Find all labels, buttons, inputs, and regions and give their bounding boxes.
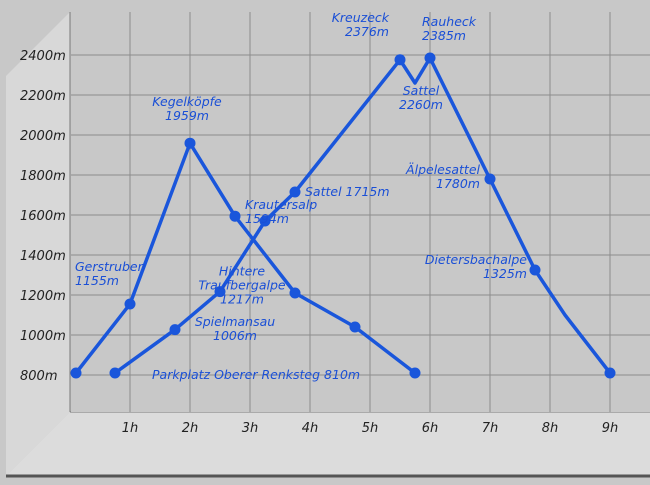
x-tick-label: 8h [542, 421, 559, 436]
point-label-line: 1217m [220, 292, 264, 307]
x-tick-label: 3h [242, 421, 259, 436]
y-tick-label: 1800m [20, 169, 66, 184]
point-label: Parkplatz Oberer Renksteg 810m [152, 367, 360, 382]
x-tick-label: 9h [602, 421, 619, 436]
data-point [259, 215, 271, 227]
point-label: Kegelköpfe 1959m [152, 94, 222, 123]
point-label-line: Hintere [219, 264, 266, 279]
point-label-line: Kreuzeck [332, 10, 390, 25]
point-label-line: 1594m [245, 211, 289, 226]
point-label-line: Rauheck [422, 14, 477, 29]
x-tick-label: 6h [422, 421, 439, 436]
grid [71, 12, 650, 412]
y-tick-label: 1200m [20, 289, 66, 304]
point-label: Hintere Traufbergalpe 1217m [198, 264, 286, 307]
point-label-line: 1325m [483, 266, 527, 281]
point-label: Sattel 1715m [305, 184, 390, 199]
data-point [70, 367, 82, 379]
data-point [289, 287, 301, 299]
point-label: Dietersbachalpe 1325m [425, 252, 527, 281]
point-label-line: Spielmansau [195, 314, 275, 329]
x-tick-label: 5h [362, 421, 379, 436]
point-label: Spielmansau 1006m [195, 314, 275, 343]
point-label-line: Sattel [403, 83, 440, 98]
point-label-line: 2260m [399, 97, 443, 112]
series-line [113, 56, 612, 375]
data-point [529, 264, 541, 276]
data-points [70, 52, 616, 379]
point-label-line: 1006m [213, 328, 257, 343]
data-point [409, 367, 421, 379]
data-point [124, 298, 136, 310]
chart-floor [6, 412, 650, 476]
point-label-line: Traufbergalpe [198, 278, 286, 293]
point-label-line: Dietersbachalpe [425, 252, 527, 267]
point-label-line: Älpelesattel [405, 162, 480, 177]
point-label: Kreuzeck 2376m [332, 10, 390, 39]
data-point [349, 321, 361, 333]
y-tick-label: 2200m [20, 89, 66, 104]
x-tick-label: 2h [182, 421, 199, 436]
data-point [394, 54, 406, 66]
y-tick-label: 2000m [20, 129, 66, 144]
point-label-line: 1959m [165, 108, 209, 123]
x-tick-label: 1h [122, 421, 139, 436]
data-point [229, 210, 241, 222]
y-tick-label: 1000m [20, 329, 66, 344]
data-point [169, 324, 181, 336]
x-tick-label: 7h [482, 421, 499, 436]
data-point [184, 137, 196, 149]
point-label-line: Krautersalp [245, 197, 317, 212]
point-label-line: 1155m [75, 273, 119, 288]
y-tick-label: 1400m [20, 249, 66, 264]
point-label-line: Sattel 1715m [305, 184, 390, 199]
data-point [484, 173, 496, 185]
data-point [214, 286, 226, 298]
point-labels: Gerstruben 1155m Kegelköpfe 1959m Krautersal… [75, 10, 527, 382]
y-tick-label: 2400m [20, 49, 66, 64]
plot-area [71, 12, 650, 412]
x-tick-label: 4h [302, 421, 319, 436]
point-label-line: Kegelköpfe [152, 94, 222, 109]
chart-side-wall [6, 12, 70, 476]
data-point [109, 367, 121, 379]
point-label: Krautersalp 1594m [245, 197, 317, 226]
point-label: Rauheck 2385m [422, 14, 477, 43]
point-label-line: Gerstruben [75, 259, 146, 274]
point-label: Gerstruben 1155m [75, 259, 146, 288]
point-label: Sattel 2260m [399, 83, 443, 112]
y-tick-label: 1600m [20, 209, 66, 224]
y-tick-label: 800m [20, 369, 57, 384]
point-label-line: 1780m [436, 176, 480, 191]
tick-labels: 800m 1000m 1200m 1400m 1600m 1800m 2000m 2200m 2… [20, 49, 618, 436]
data-point [604, 367, 616, 379]
data-point [424, 52, 436, 64]
point-label: Älpelesattel 1780m [405, 162, 480, 191]
point-label-line: Parkplatz Oberer Renksteg 810m [152, 367, 360, 382]
point-label-line: 2376m [345, 24, 389, 39]
point-label-line: 2385m [422, 28, 466, 43]
data-point [289, 186, 301, 198]
